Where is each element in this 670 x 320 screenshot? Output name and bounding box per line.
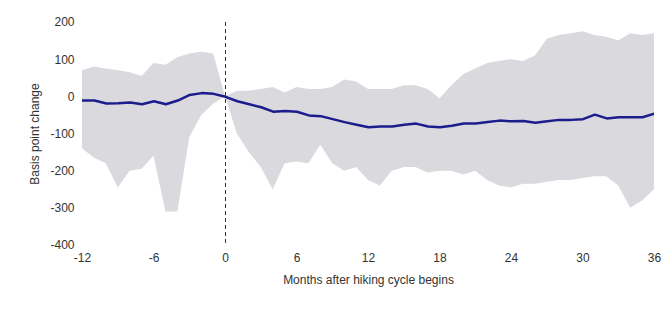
svg-text:36: 36 — [648, 251, 662, 265]
svg-text:Months after hiking cycle begi: Months after hiking cycle begins — [283, 273, 454, 287]
svg-text:-12: -12 — [74, 251, 92, 265]
svg-text:0: 0 — [222, 251, 229, 265]
svg-text:24: 24 — [505, 251, 519, 265]
svg-text:100: 100 — [54, 53, 74, 67]
svg-text:18: 18 — [433, 251, 447, 265]
svg-text:30: 30 — [576, 251, 590, 265]
svg-text:Basis point change: Basis point change — [28, 83, 42, 185]
svg-text:200: 200 — [54, 15, 74, 29]
svg-text:6: 6 — [294, 251, 301, 265]
svg-text:-100: -100 — [50, 127, 74, 141]
svg-text:-300: -300 — [50, 201, 74, 215]
svg-text:-400: -400 — [50, 238, 74, 252]
svg-text:-200: -200 — [50, 164, 74, 178]
svg-text:0: 0 — [68, 90, 75, 104]
svg-text:-6: -6 — [149, 251, 160, 265]
svg-text:12: 12 — [362, 251, 376, 265]
